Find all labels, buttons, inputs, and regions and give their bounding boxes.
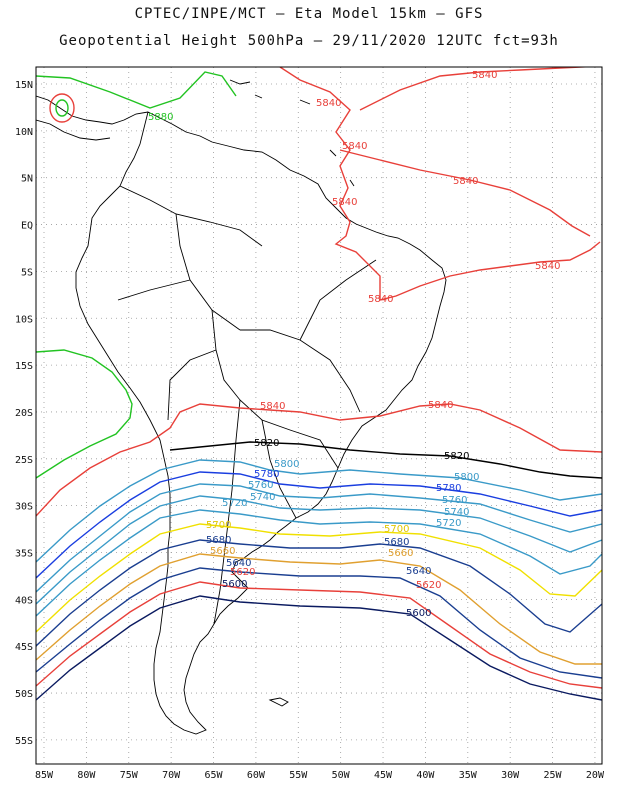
- lat-tick-label: 35S: [15, 549, 33, 560]
- lat-tick-label: EQ: [21, 221, 33, 232]
- contour-label: 5720: [436, 518, 461, 529]
- lon-tick-label: 30W: [501, 770, 520, 781]
- contour-5640: [36, 567, 602, 679]
- contour-label: 5840: [453, 176, 478, 187]
- contour-5880: [36, 71, 237, 109]
- contour-5880-cell: [49, 93, 75, 123]
- caribbean-islands: [229, 79, 355, 187]
- contour-5700: [36, 523, 602, 633]
- lon-tick-label: 65W: [204, 770, 223, 781]
- contour-5680: [36, 539, 602, 647]
- contour-label: 5620: [230, 567, 255, 578]
- contour-label: 5740: [444, 507, 469, 518]
- falklands: [268, 697, 289, 707]
- contour-label: 5840: [316, 98, 341, 109]
- lon-tick-label: 50W: [332, 770, 351, 781]
- lon-tick-label: 75W: [120, 770, 139, 781]
- map-frame: [35, 66, 603, 765]
- lon-tick-label: 55W: [289, 770, 308, 781]
- contour-5840-south: [36, 403, 602, 517]
- contour-label: 5840: [368, 294, 393, 305]
- lat-tick-label: 45S: [15, 642, 33, 653]
- contour-label: 5840: [332, 197, 357, 208]
- lon-tick-label: 35W: [459, 770, 478, 781]
- lat-tick-label: 5S: [21, 267, 33, 278]
- contour-label: 5840: [260, 401, 285, 412]
- longitude-labels: 85W 80W 75W 70W 65W 60W 55W 50W 45W 40W 35W 30W 25W 2…: [35, 770, 605, 781]
- lat-tick-label: 40S: [15, 595, 33, 606]
- contour-label: 5800: [274, 459, 299, 470]
- contour-label: 5780: [254, 469, 279, 480]
- title-line-1: CPTEC/INPE/MCT – Eta Model 15km – GFS: [134, 6, 484, 22]
- lon-tick-label: 85W: [35, 770, 54, 781]
- gridlines: [36, 67, 602, 764]
- lat-tick-label: 15S: [15, 361, 33, 372]
- contour-label: 5640: [226, 558, 251, 569]
- title-line-2: Geopotential Height 500hPa – 29/11/2020 …: [59, 33, 559, 49]
- lat-tick-label: 50S: [15, 689, 33, 700]
- contour-label: 5880: [148, 112, 173, 123]
- contour-label: 5660: [388, 548, 413, 559]
- lat-tick-label: 30S: [15, 502, 33, 513]
- contour-5800: [36, 459, 602, 563]
- contour-label: 5720: [222, 498, 247, 509]
- lon-tick-label: 70W: [162, 770, 181, 781]
- contour-5740: [36, 495, 602, 605]
- contour-5880-south: [36, 349, 133, 479]
- contour-5780: [36, 471, 602, 579]
- contour-label: 5620: [416, 580, 441, 591]
- contour-5620: [36, 581, 602, 689]
- contour-label: 5680: [206, 535, 231, 546]
- central-america-coast: [36, 95, 149, 125]
- lat-tick-label: 25S: [15, 455, 33, 466]
- lat-tick-label: 10S: [15, 314, 33, 325]
- latitude-labels: 15N 10N 5N EQ 5S 10S 15S 20S 25S 30S 35S 40S 45S 50S 5…: [15, 80, 33, 747]
- contour-label: 5840: [535, 261, 560, 272]
- contour-label: 5840: [428, 400, 453, 411]
- lon-tick-label: 60W: [247, 770, 266, 781]
- contour-label: 5760: [442, 495, 467, 506]
- contour-label: 5740: [250, 492, 275, 503]
- contour-label: 5820: [444, 451, 469, 462]
- lon-tick-label: 25W: [544, 770, 563, 781]
- contour-label: 5840: [472, 70, 497, 81]
- contour-label: 5660: [210, 546, 235, 557]
- lon-tick-label: 40W: [416, 770, 435, 781]
- lat-tick-label: 5N: [21, 174, 33, 185]
- lon-tick-label: 80W: [77, 770, 96, 781]
- contour-5720: [36, 509, 602, 617]
- contour-5760: [36, 483, 602, 593]
- country-borders: [117, 185, 377, 625]
- contour-label: 5600: [406, 608, 431, 619]
- lat-tick-label: 15N: [15, 80, 33, 91]
- contour-label: 5820: [254, 438, 279, 449]
- contour-5820: [169, 441, 602, 479]
- contour-5840-north: [279, 67, 601, 301]
- lon-tick-label: 20W: [586, 770, 605, 781]
- contour-label: 5700: [206, 520, 231, 531]
- contour-label: 5800: [454, 472, 479, 483]
- contour-label: 5840: [342, 141, 367, 152]
- south-america-coast: [75, 111, 447, 735]
- contours: [36, 67, 602, 701]
- contour-5660: [36, 553, 602, 665]
- contour-label: 5760: [248, 480, 273, 491]
- lon-tick-label: 45W: [374, 770, 393, 781]
- contour-label: 5780: [436, 483, 461, 494]
- coastlines: [36, 79, 447, 735]
- lat-tick-label: 55S: [15, 736, 33, 747]
- lat-tick-label: 20S: [15, 408, 33, 419]
- contour-label: 5700: [384, 524, 409, 535]
- lat-tick-label: 10N: [15, 127, 33, 138]
- contour-label: 5600: [222, 579, 247, 590]
- contour-label: 5640: [406, 566, 431, 577]
- contour-5600: [36, 595, 602, 701]
- contour-labels: 5880 5840 5840 5840 5840 5840 5840 5840 …: [148, 70, 560, 619]
- contour-label: 5680: [384, 537, 409, 548]
